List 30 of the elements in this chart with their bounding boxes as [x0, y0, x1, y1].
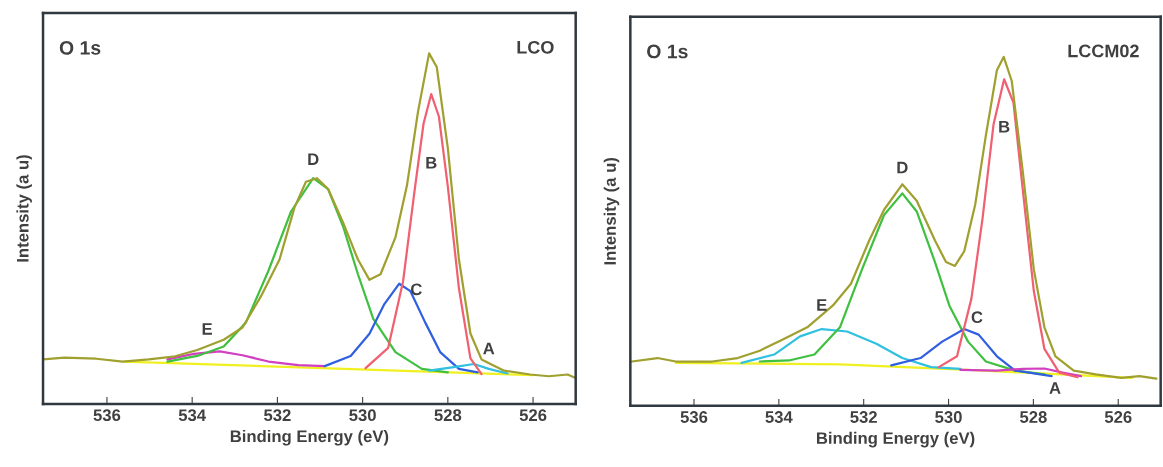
x-tick-label: 526 — [519, 409, 547, 422]
series-label: A — [483, 342, 495, 355]
x-tick-label: 528 — [434, 409, 462, 422]
x-tick-label: 534 — [765, 411, 793, 423]
series-label: A — [1049, 382, 1061, 394]
x-axis-title: Binding Energy (eV) — [816, 431, 975, 448]
y-axis-title: Intensity (a u) — [603, 157, 620, 265]
y-axis-title: Intensity (a u) — [16, 155, 32, 262]
x-tick-label: 530 — [935, 411, 962, 423]
series-label: E — [202, 323, 212, 335]
x-tick-label: 526 — [1104, 411, 1132, 423]
x-tick-label: 536 — [680, 411, 708, 423]
chart-title: O 1s — [647, 44, 688, 59]
x-tick-label: 532 — [264, 409, 291, 422]
chart-subtitle: LCO — [517, 40, 554, 54]
x-tick-label: 530 — [349, 409, 376, 422]
x-tick-label: 536 — [93, 409, 121, 422]
x-axis-title: Binding Energy (eV) — [230, 429, 389, 446]
chart-subtitle: LCCM02 — [1068, 44, 1139, 58]
series-label: B — [426, 157, 437, 169]
x-tick-label: 534 — [178, 409, 206, 422]
series-label: C — [410, 283, 422, 296]
series-label: D — [897, 161, 908, 174]
x-tick-label: 528 — [1020, 411, 1047, 423]
series-label: E — [817, 299, 827, 311]
x-tick-label: 532 — [850, 411, 877, 423]
chart-title: O 1s — [59, 40, 101, 55]
series-label: C — [971, 311, 983, 324]
series-label: B — [999, 120, 1010, 133]
series-label: D — [308, 153, 319, 165]
